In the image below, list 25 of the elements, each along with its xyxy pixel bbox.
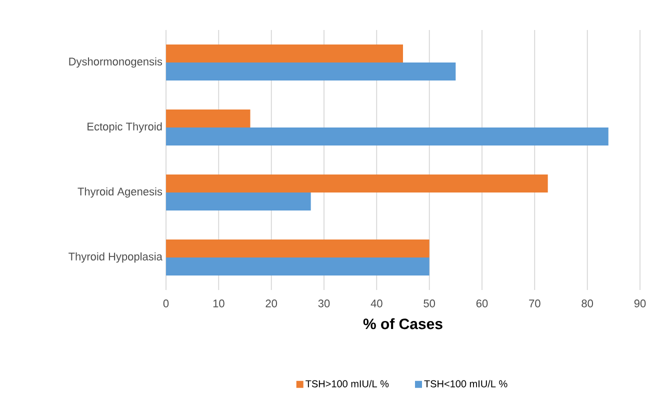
x-tick-label: 0	[163, 300, 169, 308]
bar	[166, 44, 404, 63]
y-tick-label: Dyshormonogensis	[69, 57, 162, 68]
x-tick-label: 40	[370, 300, 382, 308]
bar	[166, 174, 548, 193]
x-tick-label: 60	[476, 300, 488, 308]
legend-label: TSH>100 mIU/L %	[306, 380, 389, 388]
x-tick-label: 90	[634, 300, 646, 308]
bar	[166, 258, 430, 276]
x-tick-label: 10	[213, 300, 224, 308]
x-axis-title: % of Cases	[363, 318, 442, 330]
y-tick-label: Ectopic Thyroid	[88, 122, 162, 133]
x-tick-label: 70	[529, 300, 540, 308]
x-tick-label: 30	[318, 300, 330, 308]
bar	[166, 62, 456, 81]
bar	[166, 240, 430, 258]
x-tick-label: 20	[266, 300, 278, 308]
x-tick-label: 50	[424, 300, 436, 308]
x-tick-label: 80	[582, 300, 594, 308]
bar	[166, 128, 608, 146]
bar	[166, 110, 250, 128]
y-tick-label: Thyroid Agenesis	[78, 187, 162, 198]
bar	[166, 192, 311, 211]
y-tick-label: Thyroid Hypoplasia	[68, 252, 162, 263]
legend-label: TSH<100 mIU/L %	[424, 380, 508, 388]
